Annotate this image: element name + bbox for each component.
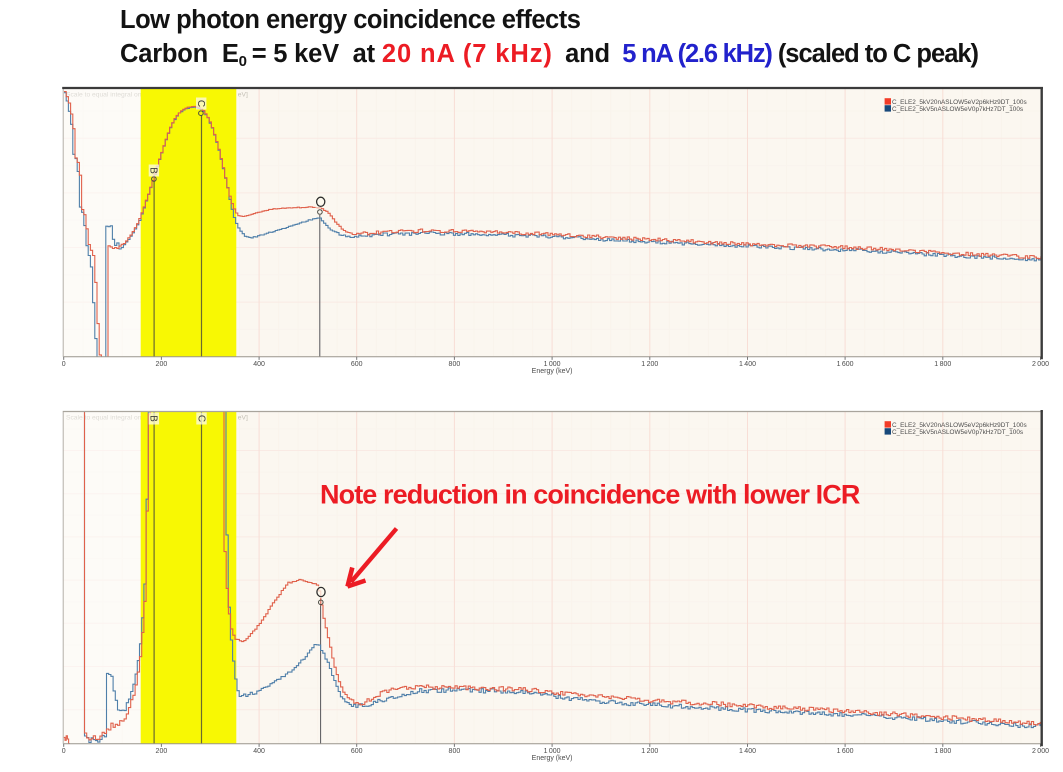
svg-text:1 400: 1 400 [739, 361, 756, 368]
svg-text:200: 200 [156, 361, 168, 368]
svg-text:C_ELE2_5kV20nASLOW5eV2p6kHz9DT: C_ELE2_5kV20nASLOW5eV2p6kHz9DT_100s [892, 99, 1027, 106]
svg-text:1 000: 1 000 [544, 361, 561, 368]
svg-text:600: 600 [351, 361, 363, 368]
svg-text:C: C [195, 415, 206, 422]
svg-text:eV]: eV] [238, 92, 248, 99]
svg-text:200: 200 [156, 748, 168, 755]
svg-text:400: 400 [253, 361, 265, 368]
svg-text:1 800: 1 800 [934, 361, 951, 368]
svg-text:1 800: 1 800 [934, 748, 951, 755]
svg-text:eV]: eV] [238, 415, 248, 422]
svg-text:Scale to equal integral on [15: Scale to equal integral on [150 eV : 350 [66, 92, 183, 99]
svg-text:1 600: 1 600 [837, 748, 854, 755]
svg-text:800: 800 [449, 361, 461, 368]
svg-text:C_ELE2_5kV5nASLOW5eV0p7kHz7DT_: C_ELE2_5kV5nASLOW5eV0p7kHz7DT_100s [892, 429, 1023, 436]
svg-text:0: 0 [62, 361, 66, 368]
svg-text:B: B [148, 167, 159, 174]
svg-text:400: 400 [253, 748, 265, 755]
svg-text:600: 600 [351, 748, 363, 755]
svg-text:C_ELE2_5kV20nASLOW5eV2p6kHz9DT: C_ELE2_5kV20nASLOW5eV2p6kHz9DT_100s [892, 422, 1027, 429]
svg-text:Energy (keV): Energy (keV) [532, 755, 573, 762]
svg-text:Note reduction in coincidence: Note reduction in coincidence with lower… [320, 480, 860, 510]
svg-text:Energy (keV): Energy (keV) [532, 368, 573, 375]
svg-text:B: B [148, 415, 159, 422]
svg-text:1 600: 1 600 [837, 361, 854, 368]
svg-text:2 000: 2 000 [1032, 748, 1049, 755]
svg-text:2 000: 2 000 [1032, 361, 1049, 368]
svg-text:1 400: 1 400 [739, 748, 756, 755]
svg-text:0: 0 [62, 748, 66, 755]
svg-text:800: 800 [449, 748, 461, 755]
svg-text:C: C [195, 100, 206, 107]
svg-text:1 200: 1 200 [641, 361, 658, 368]
svg-text:1 000: 1 000 [544, 748, 561, 755]
svg-text:1 200: 1 200 [641, 748, 658, 755]
svg-text:C_ELE2_5kV5nASLOW5eV0p7kHz7DT_: C_ELE2_5kV5nASLOW5eV0p7kHz7DT_100s [892, 106, 1023, 113]
svg-text:Scale to equal integral on [15: Scale to equal integral on [150 eV : 350 [66, 415, 183, 422]
